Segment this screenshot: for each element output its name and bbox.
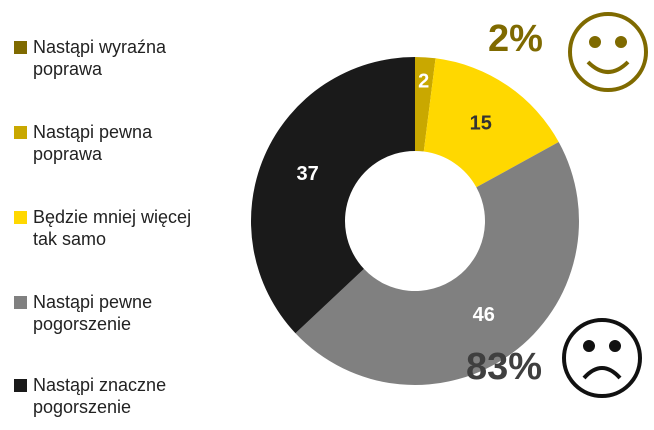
legend-swatch: [14, 296, 27, 309]
legend-label: Nastąpi wyraźna poprawa: [33, 37, 167, 79]
legend-label: Będzie mniej więcej tak samo: [33, 207, 192, 249]
legend-entry: Nastąpi pewne pogorszenie: [14, 291, 214, 335]
legend-label: Nastąpi pewne pogorszenie: [33, 292, 153, 334]
data-label: 2: [418, 71, 429, 93]
data-label: 15: [470, 113, 492, 135]
data-label: 46: [473, 304, 495, 326]
legend-entry: Nastąpi wyraźna poprawa: [14, 36, 214, 80]
legend-swatch: [14, 211, 27, 224]
annotation: 83%: [466, 346, 543, 388]
donut-slice: [415, 57, 436, 152]
legend-swatch: [14, 379, 27, 392]
frown-icon: [562, 318, 642, 398]
donut-slice: [295, 141, 579, 385]
smiley-icon: [568, 12, 648, 92]
annotation: 2%: [488, 18, 543, 60]
legend-swatch: [14, 126, 27, 139]
legend-label: Nastąpi pewna poprawa: [33, 122, 153, 164]
legend-swatch: [14, 41, 27, 54]
data-label: 37: [296, 163, 318, 185]
legend-entry: Będzie mniej więcej tak samo: [14, 206, 214, 250]
donut-slice: [250, 56, 415, 334]
legend-entry: Nastąpi znaczne pogorszenie: [14, 374, 214, 418]
legend-label: Nastąpi znaczne pogorszenie: [33, 375, 167, 417]
legend-entry: Nastąpi pewna poprawa: [14, 121, 214, 165]
donut-slice: [423, 58, 559, 188]
